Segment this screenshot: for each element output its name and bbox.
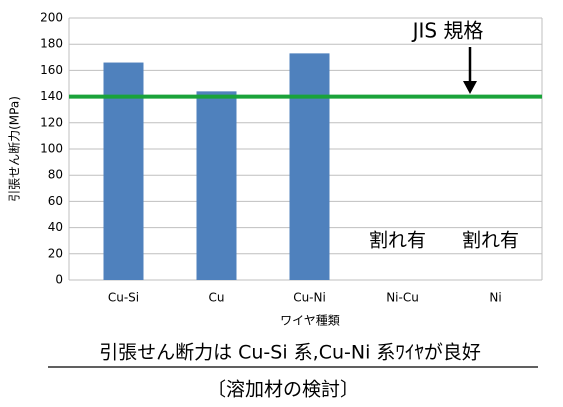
reference-label: JIS 規格: [411, 19, 484, 43]
bar: [196, 91, 237, 280]
subcaption: 〔溶加材の検討〕: [207, 379, 359, 401]
y-tick-label: 160: [40, 63, 63, 77]
caption: 引張せん断力は Cu-Si 系,Cu-Ni 系ﾜｲﾔが良好: [99, 342, 481, 364]
annotation: 割れ有: [369, 230, 426, 252]
x-tick-label: Ni: [489, 291, 501, 305]
y-tick-label: 80: [48, 168, 63, 182]
reference-arrowhead: [463, 81, 477, 94]
y-tick-label: 180: [40, 37, 63, 51]
y-tick-label: 120: [40, 115, 63, 129]
x-tick-label: Cu-Ni: [293, 291, 326, 305]
y-tick-label: 0: [55, 273, 63, 287]
y-axis-label: 引張せん断力(MPa): [7, 96, 22, 202]
y-tick-label: 200: [40, 11, 63, 25]
bar: [103, 62, 144, 280]
y-tick-label: 40: [48, 220, 63, 234]
x-axis-label: ワイヤ種類: [280, 314, 340, 328]
y-tick-label: 140: [40, 89, 63, 103]
x-tick-label: Cu-Si: [108, 291, 139, 305]
y-tick-label: 100: [40, 142, 63, 156]
x-tick-label: Cu: [209, 291, 225, 305]
x-tick-label: Ni-Cu: [386, 291, 419, 305]
y-tick-label: 60: [48, 194, 63, 208]
bar: [289, 53, 330, 281]
y-tick-label: 20: [48, 246, 63, 260]
annotation: 割れ有: [462, 230, 519, 252]
